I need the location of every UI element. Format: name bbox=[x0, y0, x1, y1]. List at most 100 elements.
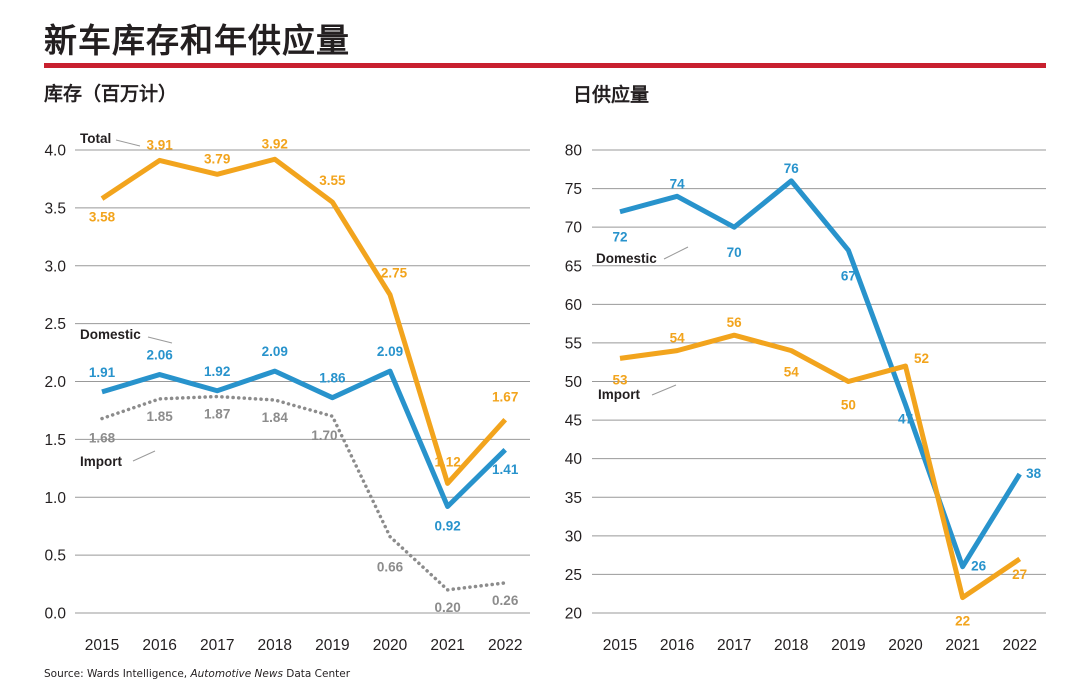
inventory-y-tick-label: 4.0 bbox=[44, 143, 66, 160]
daily-supply-import-data-label: 54 bbox=[670, 331, 686, 346]
inventory-x-tick-label: 2020 bbox=[373, 637, 408, 654]
daily-supply-y-tick-label: 75 bbox=[565, 181, 582, 198]
daily-supply-import-leader-line bbox=[651, 384, 677, 396]
inventory-domestic-series-name: Domestic bbox=[80, 327, 141, 342]
inventory-total-data-label: 3.58 bbox=[89, 210, 116, 225]
inventory-import-data-label: 1.87 bbox=[204, 407, 230, 422]
daily-supply-y-tick-label: 50 bbox=[565, 374, 583, 391]
inventory-domestic-data-label: 1.86 bbox=[319, 371, 346, 386]
daily-supply-import-data-label: 52 bbox=[914, 351, 929, 366]
daily-supply-domestic-data-label: 47 bbox=[898, 412, 913, 427]
inventory-x-tick-label: 2018 bbox=[258, 637, 292, 654]
inventory-domestic-data-label: 1.41 bbox=[492, 462, 519, 477]
inventory-domestic-data-label: 1.91 bbox=[89, 365, 116, 380]
daily-supply-domestic-data-label: 26 bbox=[971, 559, 987, 574]
daily-supply-x-tick-label: 2018 bbox=[774, 637, 808, 654]
inventory-import-series-name: Import bbox=[80, 454, 123, 469]
daily-supply-y-tick-label: 45 bbox=[565, 413, 582, 430]
page-title: 新车库存和年供应量 bbox=[44, 21, 350, 60]
inventory-total-data-label: 3.79 bbox=[204, 151, 230, 166]
daily-supply-x-tick-label: 2015 bbox=[603, 637, 637, 654]
inventory-domestic-series-line bbox=[101, 368, 507, 510]
inventory-y-tick-label: 3.5 bbox=[44, 200, 66, 217]
daily-supply-y-tick-label: 80 bbox=[565, 143, 583, 160]
daily-supply-import-series-name: Import bbox=[598, 387, 641, 402]
inventory-total-data-label: 1.12 bbox=[434, 454, 460, 469]
inventory-total-leader-line bbox=[115, 139, 141, 147]
daily-supply-x-tick-label: 2017 bbox=[717, 637, 751, 654]
source-publication: Automotive News bbox=[190, 668, 283, 680]
inventory-x-tick-label: 2017 bbox=[200, 637, 234, 654]
daily-supply-import-data-label: 27 bbox=[1012, 567, 1027, 582]
inventory-import-data-label: 1.85 bbox=[146, 409, 173, 424]
inventory-import-data-label: 1.84 bbox=[262, 410, 289, 425]
daily-supply-x-tick-label: 2022 bbox=[1002, 637, 1036, 654]
daily-supply-import-data-label: 54 bbox=[784, 365, 800, 380]
inventory-y-tick-label: 3.0 bbox=[44, 258, 66, 275]
source-suffix: Data Center bbox=[282, 668, 351, 680]
inventory-domestic-data-label: 0.92 bbox=[434, 519, 460, 534]
daily-supply-y-tick-label: 70 bbox=[565, 220, 583, 237]
inventory-import-data-label: 1.70 bbox=[311, 428, 337, 443]
daily-supply-y-tick-label: 20 bbox=[565, 606, 583, 623]
inventory-import-data-label: 0.20 bbox=[434, 600, 460, 615]
inventory-total-data-label: 3.92 bbox=[262, 136, 288, 151]
inventory-y-tick-label: 1.0 bbox=[44, 490, 66, 507]
daily-supply-x-tick-label: 2021 bbox=[945, 637, 979, 654]
inventory-y-tick-label: 2.5 bbox=[44, 316, 66, 333]
daily-supply-x-tick-label: 2016 bbox=[660, 637, 694, 654]
daily-supply-domestic-series-line bbox=[619, 178, 1022, 570]
daily-supply-import-data-label: 50 bbox=[841, 398, 856, 413]
daily-supply-domestic-data-label: 67 bbox=[841, 268, 856, 283]
inventory-total-series-line bbox=[100, 156, 508, 486]
title-rule bbox=[44, 63, 1046, 68]
daily-supply-domestic-data-label: 38 bbox=[1026, 466, 1042, 481]
inventory-import-leader-line bbox=[132, 450, 156, 462]
inventory-x-tick-label: 2019 bbox=[315, 637, 349, 654]
daily-supply-domestic-series-name: Domestic bbox=[596, 251, 657, 266]
inventory-y-tick-label: 0.0 bbox=[44, 606, 66, 623]
inventory-import-data-label: 1.68 bbox=[89, 431, 116, 446]
inventory-chart-title: 库存（百万计） bbox=[44, 83, 178, 105]
daily-supply-y-tick-label: 35 bbox=[565, 490, 582, 507]
inventory-domestic-data-label: 1.92 bbox=[204, 364, 230, 379]
inventory-total-data-label: 3.55 bbox=[319, 173, 346, 188]
daily-supply-domestic-data-label: 76 bbox=[784, 161, 800, 176]
daily-supply-import-data-label: 22 bbox=[955, 614, 970, 629]
inventory-y-tick-label: 1.5 bbox=[44, 432, 66, 449]
daily-supply-y-tick-label: 30 bbox=[565, 528, 583, 545]
inventory-x-tick-label: 2022 bbox=[488, 637, 522, 654]
inventory-total-data-label: 2.75 bbox=[381, 266, 408, 281]
source-note: Source: Wards Intelligence, Automotive N… bbox=[44, 668, 350, 680]
inventory-total-series-name: Total bbox=[80, 131, 111, 146]
daily-supply-y-tick-label: 25 bbox=[565, 567, 582, 584]
daily-supply-y-tick-label: 60 bbox=[565, 297, 583, 314]
daily-supply-x-tick-label: 2020 bbox=[888, 637, 923, 654]
source-prefix: Source: Wards Intelligence, bbox=[44, 668, 191, 680]
daily-supply-domestic-leader-line bbox=[663, 246, 689, 260]
daily-supply-chart-title: 日供应量 bbox=[573, 84, 650, 106]
inventory-y-tick-label: 2.0 bbox=[44, 374, 66, 391]
daily-supply-domestic-data-label: 70 bbox=[727, 245, 742, 260]
daily-supply-domestic-data-label: 72 bbox=[612, 230, 627, 245]
daily-supply-y-tick-label: 40 bbox=[565, 451, 583, 468]
inventory-domestic-data-label: 2.06 bbox=[146, 348, 173, 363]
inventory-domestic-data-label: 2.09 bbox=[262, 344, 288, 359]
inventory-total-data-label: 3.91 bbox=[146, 137, 173, 152]
inventory-import-data-label: 0.26 bbox=[492, 593, 519, 608]
daily-supply-x-tick-label: 2019 bbox=[831, 637, 865, 654]
daily-supply-domestic-data-label: 74 bbox=[670, 176, 686, 191]
inventory-x-tick-label: 2016 bbox=[142, 637, 176, 654]
inventory-x-tick-label: 2021 bbox=[430, 637, 464, 654]
daily-supply-import-data-label: 56 bbox=[727, 315, 743, 330]
inventory-total-data-label: 1.67 bbox=[492, 390, 518, 405]
inventory-import-data-label: 0.66 bbox=[377, 560, 404, 575]
inventory-domestic-data-label: 2.09 bbox=[377, 344, 403, 359]
daily-supply-import-series-line bbox=[619, 332, 1022, 601]
inventory-x-tick-label: 2015 bbox=[85, 637, 119, 654]
daily-supply-import-data-label: 53 bbox=[612, 372, 628, 387]
inventory-import-series-line bbox=[100, 394, 507, 592]
inventory-y-tick-label: 0.5 bbox=[44, 548, 66, 565]
daily-supply-y-tick-label: 55 bbox=[565, 335, 582, 352]
